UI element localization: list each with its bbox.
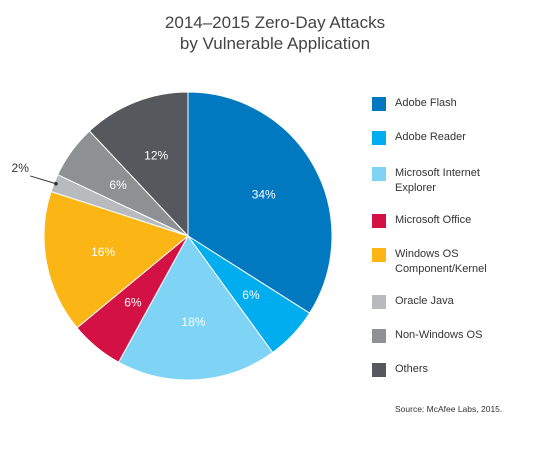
- slice-label-non-windows-os: 6%: [109, 178, 127, 192]
- source-note: Source: McAfee Labs, 2015.: [395, 404, 503, 414]
- legend-swatch: [372, 131, 386, 145]
- slice-leader-line-oracle-java: [30, 175, 57, 185]
- pie-slice-microsoft-internet-explorer: [117, 235, 274, 381]
- pie-slice-others: [88, 91, 189, 238]
- slice-label-oracle-java: 2%: [12, 161, 30, 175]
- slice-label-adobe-flash: 34%: [252, 187, 276, 201]
- legend-label: Adobe Reader: [395, 131, 466, 143]
- legend-swatch: [372, 248, 386, 262]
- slice-label-microsoft-office: 6%: [124, 296, 142, 310]
- legend-swatch: [372, 97, 386, 111]
- legend-label: Adobe Flash: [395, 97, 457, 109]
- legend-label: Oracle Java: [395, 295, 454, 307]
- chart-legend: Adobe Flash Adobe Reader Microsoft Interne…: [372, 0, 547, 453]
- legend-swatch: [372, 363, 386, 377]
- slice-label-windows-os-component-kernel: 16%: [91, 245, 115, 259]
- pie-slice-windows-os-component-kernel: [43, 190, 190, 329]
- legend-swatch: [372, 167, 386, 181]
- legend-swatch: [372, 295, 386, 309]
- legend-label: Others: [395, 363, 429, 375]
- legend-label: Windows OS Component/Kernel: [395, 248, 487, 275]
- slice-label-microsoft-internet-explorer: 18%: [181, 315, 205, 329]
- legend-swatch: [372, 214, 386, 228]
- slice-label-others: 12%: [144, 149, 168, 163]
- legend-swatch: [372, 329, 386, 343]
- slice-label-adobe-reader: 6%: [242, 288, 260, 302]
- chart-title-line-1: 2014–2015 Zero-Day Attacks: [164, 13, 386, 32]
- chart-title-line-2: by Vulnerable Application: [179, 34, 371, 53]
- legend-label: Microsoft Office: [395, 214, 472, 226]
- legend-label: Microsoft Internet Explorer: [395, 167, 480, 194]
- legend-label: Non-Windows OS: [395, 329, 483, 341]
- pie-slice-adobe-flash: [187, 91, 333, 314]
- slice-leader-arrow-oracle-java: [54, 181, 58, 186]
